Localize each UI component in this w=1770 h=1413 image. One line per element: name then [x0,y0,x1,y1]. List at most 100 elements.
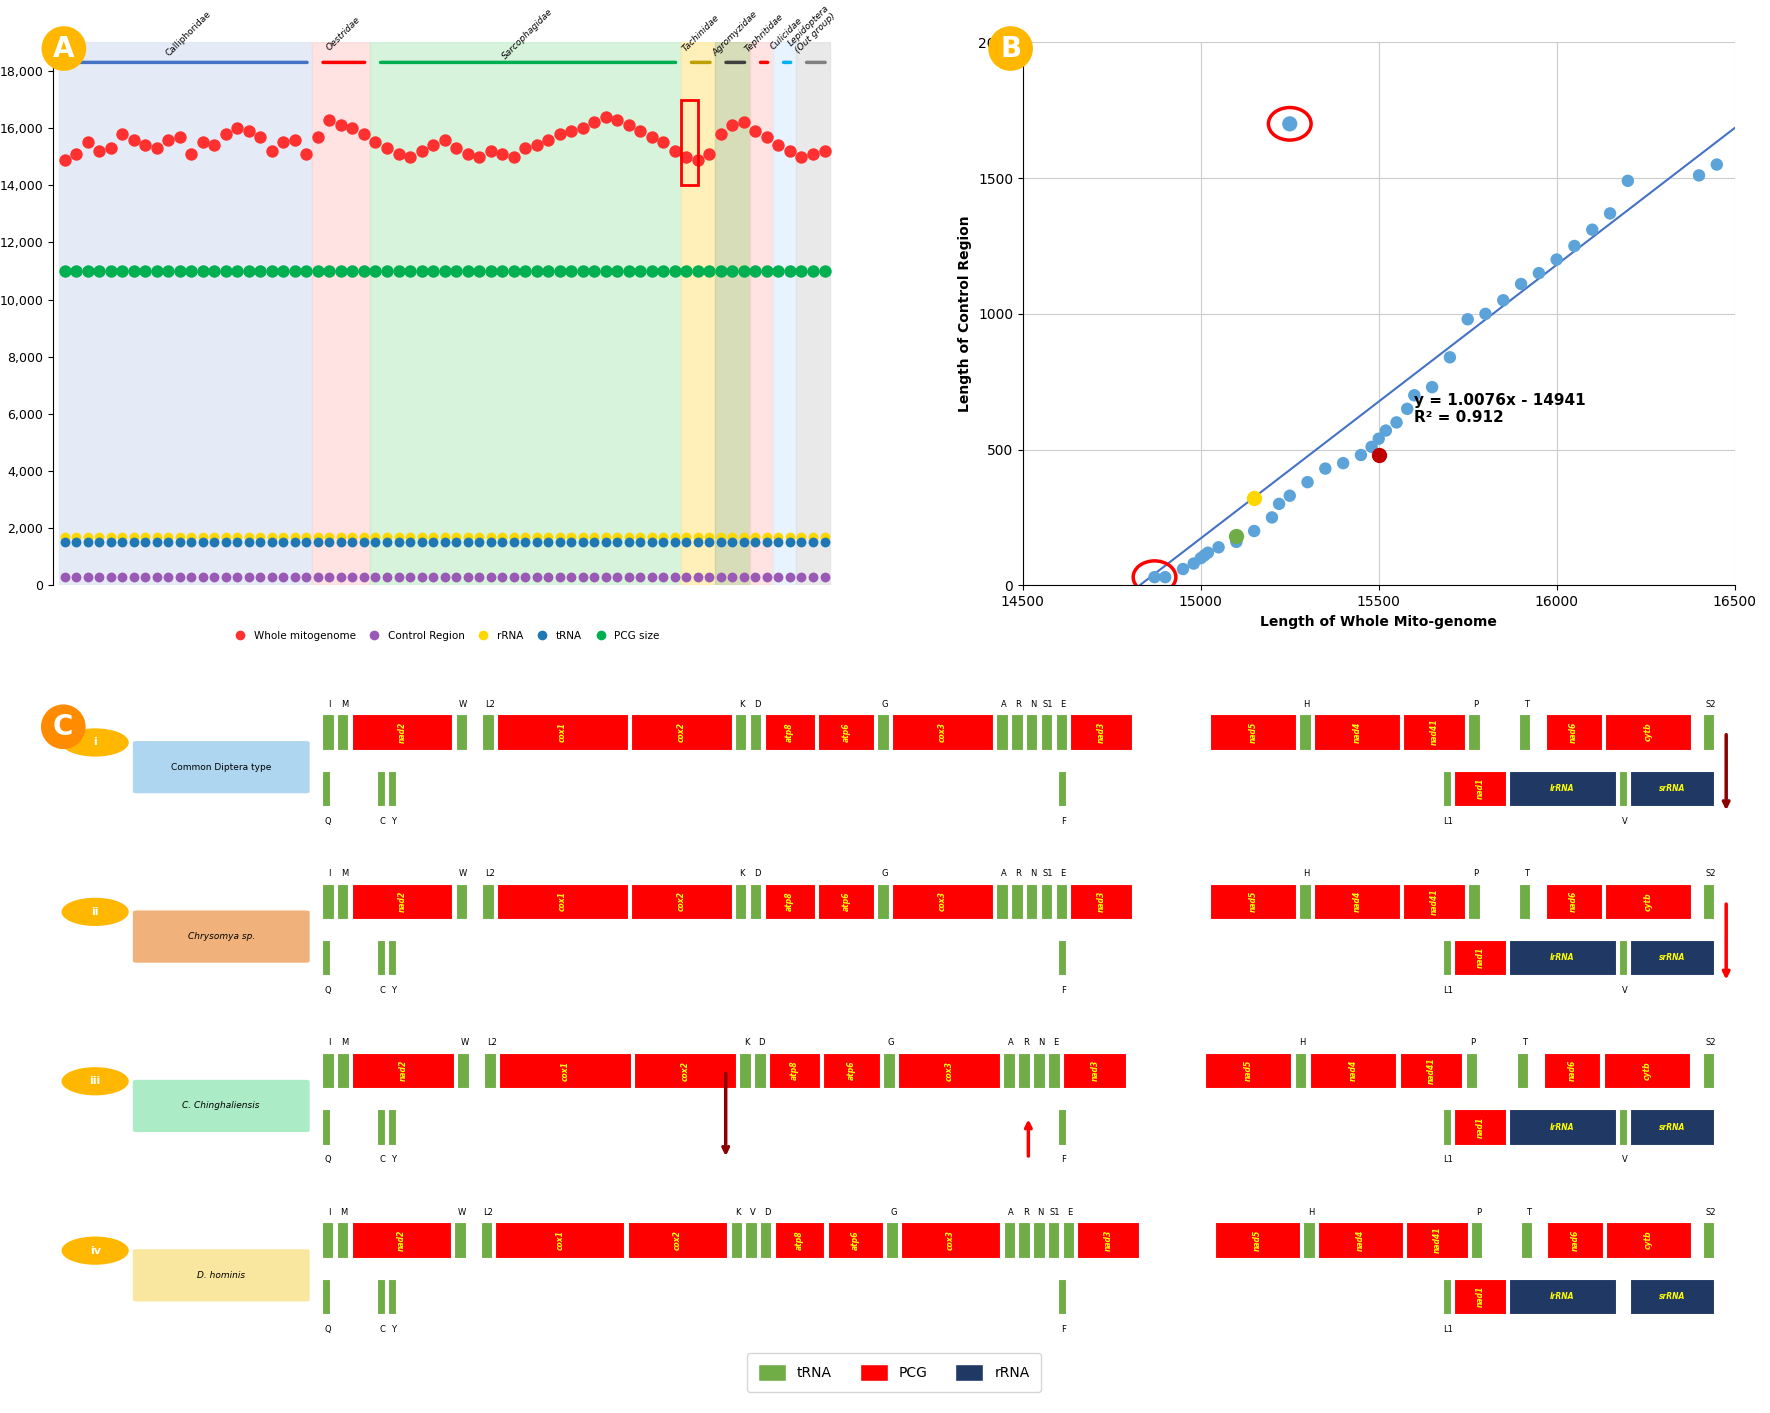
Point [1241,487,1269,510]
Point [373,531,402,554]
FancyBboxPatch shape [1443,940,1451,975]
Text: cox3: cox3 [938,892,947,911]
Bar [681,99,697,185]
FancyBboxPatch shape [352,1222,451,1258]
Point [338,117,366,140]
Point [120,129,149,151]
Text: Oestridae: Oestridae [326,14,363,52]
Text: G: G [881,699,889,708]
FancyBboxPatch shape [1466,1053,1478,1088]
Text: Tachinidae: Tachinidae [680,13,720,54]
Point [315,526,343,548]
FancyBboxPatch shape [1407,1222,1467,1258]
Point [442,260,471,283]
Point [765,134,793,157]
Point [166,260,195,283]
Point [535,129,563,151]
X-axis label: Length of Whole Mito-genome: Length of Whole Mito-genome [1260,615,1497,629]
Point [788,526,816,548]
Point [1393,397,1421,420]
Y-axis label: Length of Control Region: Length of Control Region [958,216,972,413]
FancyBboxPatch shape [740,1053,750,1088]
Point [384,526,412,548]
Point [154,260,182,283]
FancyBboxPatch shape [754,1053,766,1088]
Text: lrRNA: lrRNA [1551,954,1575,962]
FancyBboxPatch shape [1547,1222,1604,1258]
Point [499,260,527,283]
Text: cox3: cox3 [938,722,947,742]
Point [120,531,149,554]
Text: D: D [765,1208,770,1217]
Point [120,260,149,283]
Point [719,114,747,137]
FancyBboxPatch shape [1055,883,1067,918]
FancyBboxPatch shape [1400,1053,1462,1088]
Point [1223,530,1251,552]
Point [683,148,712,171]
Point [627,526,655,548]
Point [706,565,735,588]
Point [729,565,758,588]
FancyBboxPatch shape [997,883,1007,918]
Point [1365,427,1393,449]
Point [614,565,643,588]
Point [476,531,504,554]
Point [696,143,724,165]
Text: Lepidoptera
(Out group): Lepidoptera (Out group) [786,4,837,55]
Point [811,565,839,588]
Point [212,260,241,283]
Bar [312,42,370,585]
Text: H: H [1299,1039,1304,1047]
FancyBboxPatch shape [1620,1109,1627,1145]
Text: y = 1.0076x - 14941
R² = 0.912: y = 1.0076x - 14941 R² = 0.912 [1414,393,1586,425]
Point [327,526,356,548]
Text: P: P [1473,869,1478,877]
Point [85,260,113,283]
Point [752,531,781,554]
Point [166,126,195,148]
FancyBboxPatch shape [1469,714,1480,749]
Point [85,565,113,588]
Point [512,565,540,588]
Text: iii: iii [90,1077,101,1087]
Point [407,565,435,588]
Text: nad5: nad5 [1243,1060,1253,1081]
Point [384,260,412,283]
Point [637,126,666,148]
FancyBboxPatch shape [1027,883,1037,918]
FancyBboxPatch shape [1510,770,1616,805]
Point [97,565,126,588]
Point [361,526,389,548]
Point [304,526,333,548]
Text: nad1: nad1 [1476,947,1485,968]
FancyBboxPatch shape [1294,1053,1306,1088]
Point [752,526,781,548]
Text: R: R [1016,699,1021,708]
Point [558,526,586,548]
Point [729,526,758,548]
Text: D: D [754,699,761,708]
FancyBboxPatch shape [455,714,467,749]
Text: N: N [1030,699,1037,708]
Text: Y: Y [391,1156,396,1164]
Text: Common Diptera type: Common Diptera type [172,763,271,771]
Text: Tephritidae: Tephritidae [743,13,784,55]
Point [430,526,458,548]
Point [246,565,274,588]
FancyBboxPatch shape [1027,714,1037,749]
FancyBboxPatch shape [1453,770,1506,805]
Point [489,143,517,165]
Point [1223,526,1251,548]
FancyBboxPatch shape [770,1053,820,1088]
Point [545,260,573,283]
Point [384,143,412,165]
Point [1372,420,1400,442]
Point [558,120,586,143]
Point [108,531,136,554]
Text: V: V [1621,817,1627,825]
Point [350,531,379,554]
Point [350,565,379,588]
FancyBboxPatch shape [377,1279,384,1314]
FancyBboxPatch shape [1064,1053,1126,1088]
